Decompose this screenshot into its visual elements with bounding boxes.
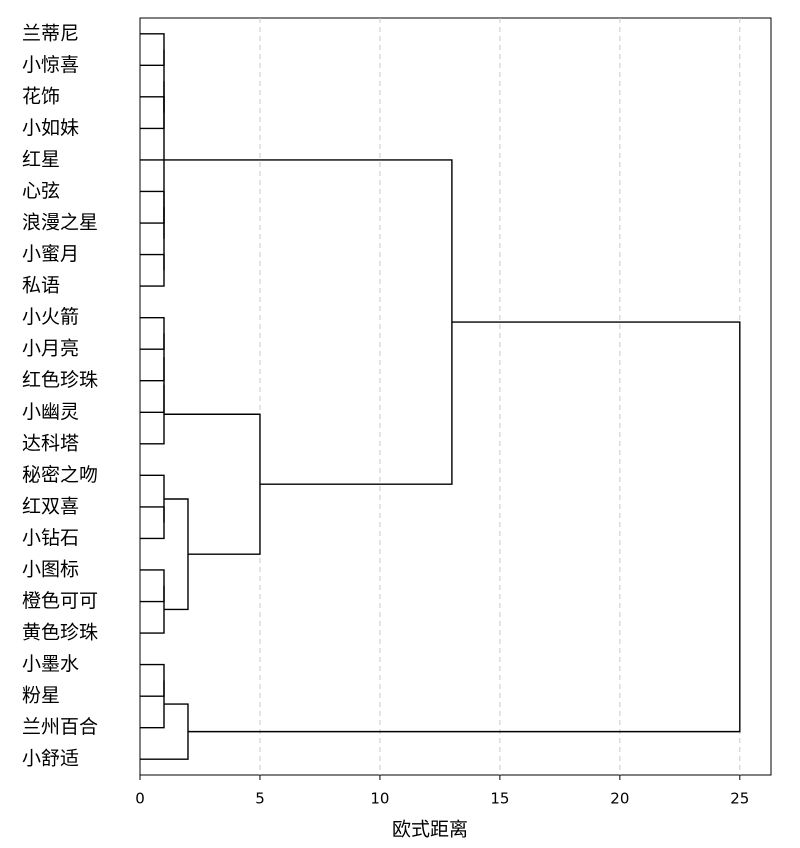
x-tick-label: 15: [490, 790, 509, 808]
x-tick-label: 0: [135, 790, 145, 808]
merge-link: [140, 474, 165, 523]
x-tick-label: 20: [610, 790, 629, 808]
leaf-label: 私语: [22, 275, 60, 297]
leaf-label: 红双喜: [22, 495, 79, 517]
plot-frame: [139, 17, 772, 776]
leaf-label: 小舒适: [22, 748, 79, 770]
leaf-label: 秘密之吻: [22, 464, 98, 486]
leaf-label: 兰州百合: [22, 716, 98, 738]
merge-link: [140, 96, 165, 130]
merge-link: [140, 190, 165, 224]
merge-link: [163, 498, 189, 611]
merge-link: [140, 384, 165, 445]
merge-link: [187, 321, 741, 733]
merge-link: [140, 253, 165, 287]
leaf-label: 小钻石: [22, 527, 79, 549]
merge-link: [140, 680, 165, 729]
leaf-label: 小惊喜: [22, 54, 79, 76]
leaf-label: 小如妹: [22, 117, 79, 139]
leaf-label: 心弦: [22, 180, 60, 202]
leaf-label: 红色珍珠: [22, 369, 98, 391]
leaf-label: 小火箭: [22, 306, 79, 328]
leaf-label: 兰蒂尼: [22, 22, 79, 44]
merge-link: [140, 663, 165, 697]
x-axis-title: 欧式距离: [392, 819, 468, 841]
merge-link: [140, 357, 165, 413]
merge-link: [140, 569, 165, 603]
leaf-label: 黄色珍珠: [22, 622, 98, 644]
merge-link: [163, 159, 453, 485]
leaf-label: 达科塔: [22, 432, 79, 454]
leaf-label: 浪漫之星: [22, 212, 98, 234]
leaf-label: 粉星: [22, 685, 60, 707]
leaf-label: 橙色可可: [22, 590, 98, 612]
merge-link: [140, 585, 165, 634]
leaf-label: 小蜜月: [22, 243, 79, 265]
x-tick-label: 25: [730, 790, 749, 808]
merge-link: [140, 33, 165, 67]
leaf-label: 小图标: [22, 558, 79, 580]
leaf-label: 花饰: [22, 85, 60, 107]
leaf-label: 红星: [22, 148, 60, 170]
merge-link: [140, 506, 165, 540]
merge-link: [163, 413, 261, 555]
x-tick-label: 10: [370, 790, 389, 808]
leaf-label: 小幽灵: [22, 401, 79, 423]
x-tick-label: 5: [255, 790, 265, 808]
merge-link: [140, 333, 165, 382]
merge-link: [140, 316, 165, 350]
leaf-label: 小月亮: [22, 338, 79, 360]
leaf-label: 小墨水: [22, 653, 79, 675]
